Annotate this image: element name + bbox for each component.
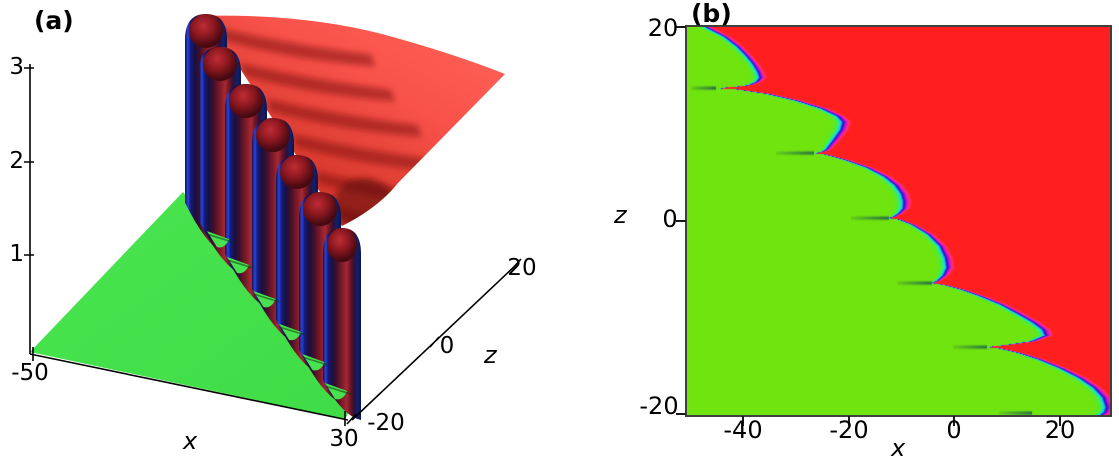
floor-wedges — [206, 231, 352, 400]
a-z-axis-label: z — [484, 341, 497, 369]
peak-dome — [229, 84, 263, 118]
b-xtickmark-20 — [1059, 416, 1061, 426]
a-xtick-m50: -50 — [11, 360, 49, 386]
floor-notch-line — [324, 385, 352, 395]
b-ytick-20: 20 — [647, 14, 679, 42]
peak-dome — [303, 192, 337, 226]
heatmap-panel-b — [687, 27, 1110, 415]
peak-dome — [327, 228, 357, 262]
floor-notch-line — [302, 356, 329, 366]
b-y-axis-label: z — [614, 201, 627, 229]
plateau-crease — [267, 99, 422, 137]
b-xtick-m40: -40 — [723, 416, 763, 444]
b-xtickmark-m20 — [848, 416, 850, 426]
peak-dome — [203, 47, 237, 81]
plateau-crease — [241, 63, 395, 102]
peak-column — [323, 228, 361, 420]
peak-dome — [189, 14, 223, 48]
b-xtick-0: 0 — [946, 416, 962, 444]
peak-columns — [185, 14, 361, 420]
u-axis — [24, 64, 34, 354]
b-xtick-20: 20 — [1044, 416, 1076, 444]
floor-notch-line — [278, 326, 306, 336]
b-ytickmark-20 — [676, 26, 686, 28]
b-ytickmark-m20 — [676, 413, 686, 415]
a-utick-2: 2 — [9, 148, 24, 174]
b-xtick-m20: -20 — [829, 416, 869, 444]
a-xtick-30: 30 — [329, 426, 359, 452]
plateau-shoulder-shadow — [334, 178, 394, 226]
x-axis — [29, 347, 349, 426]
a-x-axis-label: x — [183, 427, 198, 455]
a-utick-3: 3 — [9, 54, 24, 80]
panel-a-label: (a) — [34, 6, 74, 35]
b-xtickmark-0 — [953, 416, 955, 426]
b-ytickmark-0 — [676, 220, 686, 222]
a-ztick-20: 20 — [507, 255, 537, 281]
plateau-crease — [221, 28, 375, 67]
floor-surface — [30, 192, 354, 419]
b-ytick-m20: -20 — [639, 392, 679, 420]
b-x-axis-label: x — [891, 434, 906, 462]
b-xtickmark-m40 — [742, 416, 744, 426]
b-ytick-0: 0 — [662, 205, 678, 233]
floor-notch-line — [226, 259, 254, 269]
a-utick-1: 1 — [9, 241, 24, 267]
z-axis — [346, 258, 522, 425]
floor-notch-line — [253, 293, 280, 303]
a-ztick-0: 0 — [439, 333, 455, 359]
a-ztick-m20: -20 — [367, 410, 405, 436]
peak-dome — [256, 118, 290, 152]
peak-dome — [280, 155, 314, 189]
plateau-crease — [293, 134, 447, 173]
surface-plot-panel-a — [24, 14, 522, 426]
floor-notch-line — [206, 233, 234, 243]
panel-b-label: (b) — [691, 0, 732, 28]
